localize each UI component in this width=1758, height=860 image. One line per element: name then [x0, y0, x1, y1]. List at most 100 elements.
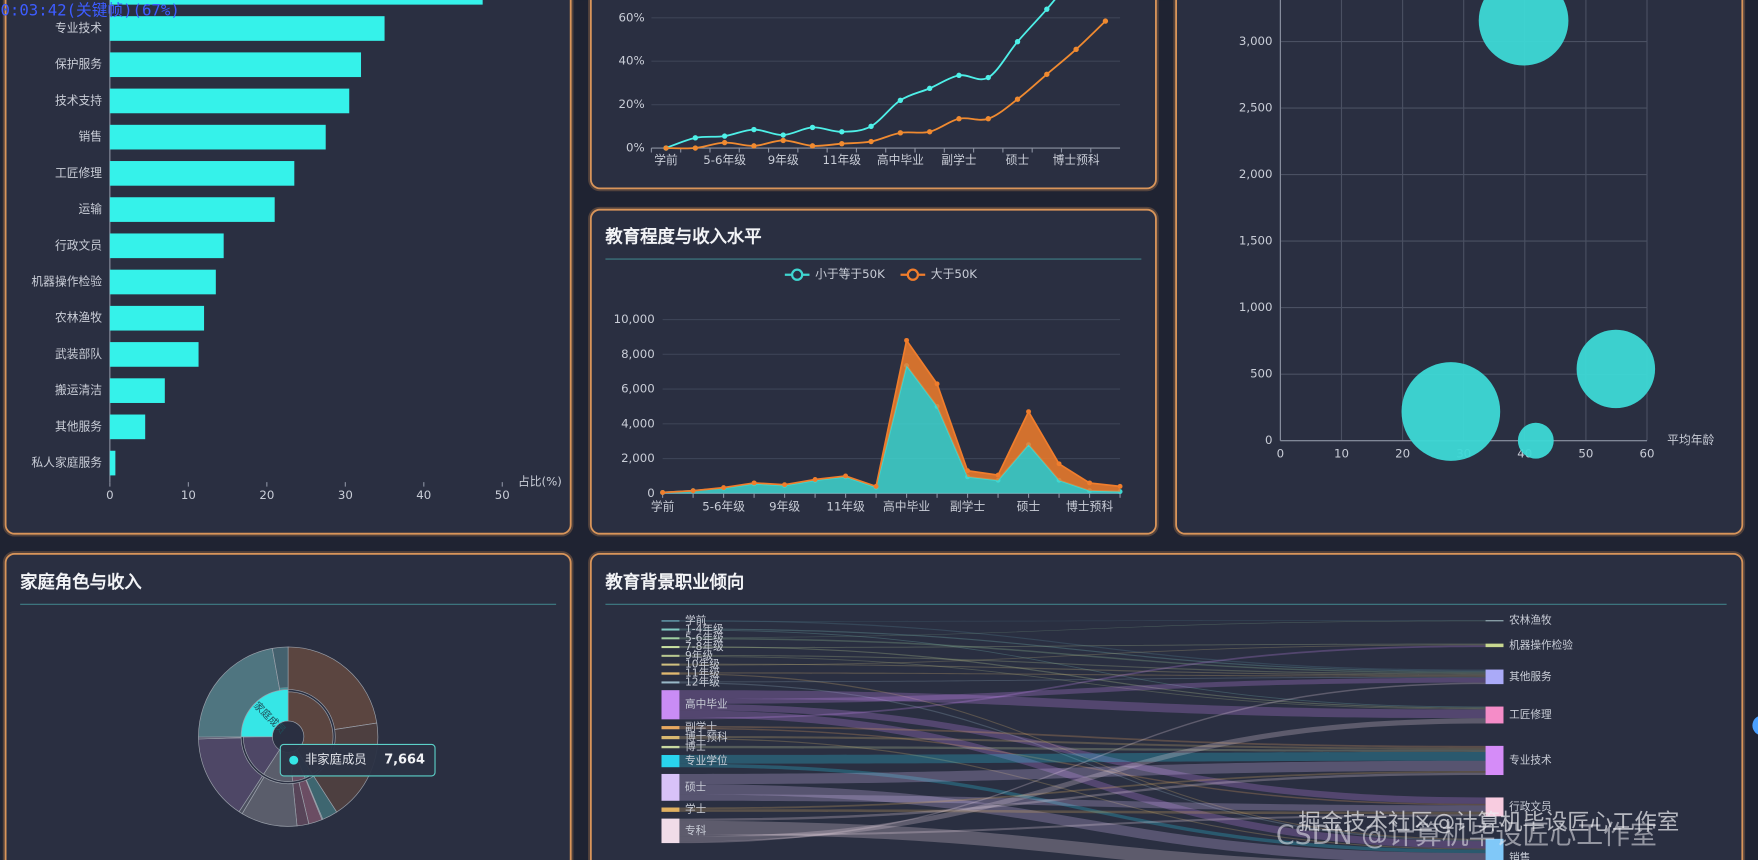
point: [868, 138, 874, 145]
tooltip-dot: [289, 755, 299, 765]
sankey-node: [661, 637, 680, 640]
sankey-link: [679, 727, 1486, 806]
node-label: 11年级: [685, 667, 720, 680]
sankey-node: [1485, 706, 1504, 724]
node-label: 专业学位: [685, 754, 728, 767]
point: [1026, 409, 1032, 415]
bar: [109, 305, 205, 331]
outer-segment: [271, 646, 289, 691]
x-tick-label: 硕士: [1017, 499, 1041, 513]
point: [1044, 6, 1050, 12]
sankey-node: [1485, 745, 1504, 776]
x-tick-label: 硕士: [1006, 153, 1030, 167]
panel: [589, 0, 1157, 190]
sankey-link: [679, 770, 1486, 810]
sankey-node: [661, 745, 680, 749]
x-tick-label: 50: [1578, 447, 1593, 461]
x-tick-label: 博士预科: [1053, 153, 1100, 167]
chart-title: 教育背景职业倾向: [604, 572, 744, 593]
panel: [589, 552, 1744, 860]
y-tick-label: 机器操作检验: [31, 275, 102, 289]
sankey-link: [679, 628, 1486, 672]
sankey-link: [679, 794, 1486, 812]
y-tick-label: 6,000: [621, 382, 655, 396]
x-tick-label: 10: [1334, 447, 1349, 461]
point: [873, 483, 879, 489]
y-tick-label: 技术支持: [55, 93, 102, 107]
point: [690, 488, 696, 494]
side-handle[interactable]: [1752, 715, 1758, 735]
sankey-node: [661, 672, 680, 675]
point: [782, 482, 788, 488]
point: [897, 97, 904, 103]
sankey-node: [661, 663, 680, 666]
bar: [109, 342, 199, 367]
sankey-node: [661, 773, 680, 801]
sankey-link: [679, 643, 1486, 649]
sankey-link: [679, 672, 1486, 677]
x-tick-label: 学前: [654, 153, 678, 167]
point: [934, 381, 940, 387]
point: [1044, 71, 1050, 77]
bar: [109, 88, 350, 114]
sankey-link: [679, 820, 1311, 860]
y-tick-label: 2,000: [621, 451, 655, 465]
node-label: 高中毕业: [685, 698, 728, 711]
sankey-link: [679, 629, 1486, 708]
node-label: 学士: [685, 803, 707, 816]
timestamp: 00:03:42(关键帧)(67%): [0, 1, 180, 20]
watermark: 掘金技术社区@计算机毕设匠心工作室: [1298, 809, 1679, 835]
sankey-link: [679, 703, 1486, 804]
y-tick-label: 60%: [619, 10, 645, 24]
sankey-link: [679, 814, 1486, 837]
sankey-link: [679, 655, 1486, 710]
point: [897, 130, 904, 136]
y-tick-label: 农林渔牧: [55, 311, 102, 325]
x-tick-label: 60: [1640, 447, 1655, 461]
y-tick-label: 私人家庭服务: [31, 456, 102, 470]
x-tick-label: 高中毕业: [883, 499, 930, 513]
bubble: [1517, 422, 1554, 459]
x-tick-label: 副学士: [950, 499, 986, 513]
sankey-node: [661, 818, 680, 844]
node-label: 专科: [685, 824, 707, 837]
sankey-node: [661, 620, 680, 622]
bar: [109, 378, 165, 403]
x-tick-label: 9年级: [768, 153, 799, 167]
x-tick-label: 5-6年级: [703, 153, 746, 167]
point: [663, 145, 669, 151]
bar: [109, 197, 275, 222]
x-tick-label: 0: [1277, 447, 1285, 461]
node-label: 工匠修理: [1509, 708, 1552, 721]
sankey-node: [1485, 797, 1504, 817]
sankey-link: [679, 654, 1486, 675]
x-tick-label: 博士预科: [1066, 499, 1113, 513]
sankey-link: [679, 752, 1486, 764]
x-axis-label: 平均年龄: [1667, 433, 1714, 447]
point: [809, 143, 816, 149]
sankey-node: [661, 628, 680, 631]
charts: 0 10 20 30 40 50占比(%)专业技术保护服务技术支持销售工匠修理运输行政文员…: [31, 0, 1714, 860]
point: [751, 480, 757, 486]
sankey-link: [679, 620, 1486, 671]
x-tick-label: 50: [495, 488, 510, 502]
panel: [4, 0, 572, 535]
point: [926, 129, 933, 135]
x-tick-label: 20: [259, 488, 274, 502]
bar: [109, 269, 216, 295]
bar: [109, 0, 483, 5]
sankey-link: [679, 620, 1486, 638]
y-tick-label: 其他服务: [55, 419, 102, 433]
chart-title: 教育程度与收入水平: [604, 227, 761, 248]
point: [1117, 483, 1123, 489]
tooltip-value: 7,664: [384, 753, 425, 768]
y-tick-label: 20%: [619, 97, 645, 111]
x-axis-label: 占比(%): [518, 475, 562, 489]
node-label: 其他服务: [1509, 670, 1552, 683]
point: [721, 139, 728, 146]
point: [926, 85, 933, 92]
sankey-link: [679, 646, 1486, 709]
point: [780, 132, 786, 138]
x-tick-label: 学前: [651, 499, 675, 513]
